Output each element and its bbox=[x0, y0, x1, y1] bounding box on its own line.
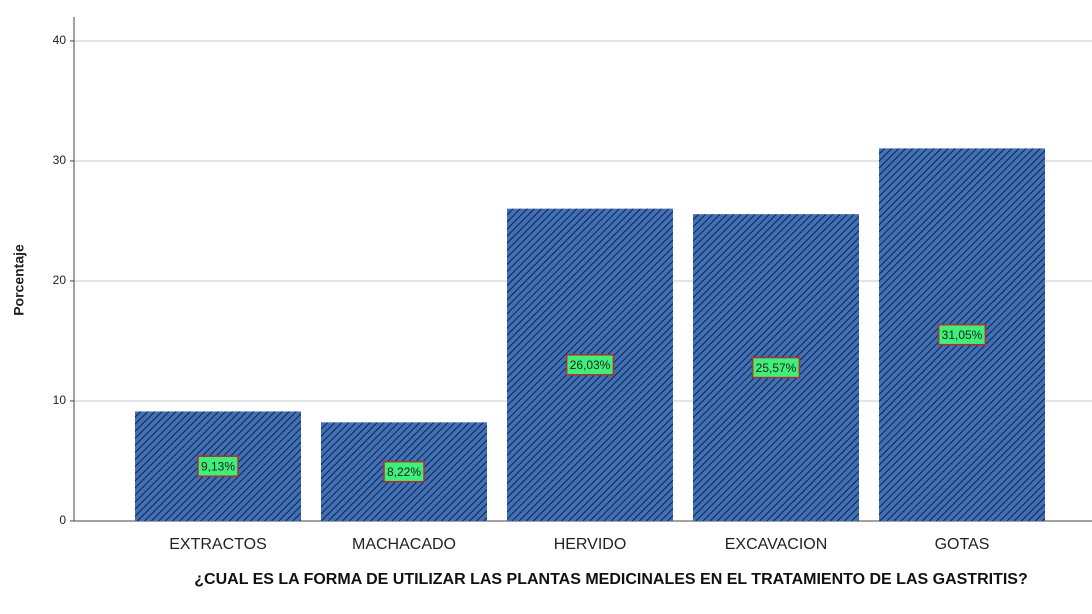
value-label: 31,05% bbox=[942, 328, 983, 342]
value-label-box bbox=[383, 460, 425, 483]
value-label-box bbox=[197, 455, 239, 477]
x-tick-label: MACHACADO bbox=[352, 536, 456, 553]
value-label: 25,57% bbox=[756, 361, 797, 375]
value-label: 26,03% bbox=[570, 358, 611, 372]
value-label-box bbox=[751, 356, 801, 379]
value-label-box bbox=[565, 354, 615, 376]
value-label-box bbox=[937, 323, 987, 346]
y-tick-label: 20 bbox=[53, 273, 67, 287]
value-label: 9,13% bbox=[201, 459, 235, 473]
y-axis-title: Porcentaje bbox=[11, 244, 27, 316]
x-tick-label: GOTAS bbox=[935, 536, 990, 553]
x-tick-label: EXTRACTOS bbox=[169, 536, 267, 553]
y-tick-label: 40 bbox=[53, 33, 67, 47]
x-tick-label: EXCAVACION bbox=[725, 536, 828, 553]
value-label: 8,22% bbox=[387, 465, 421, 479]
y-tick-label: 30 bbox=[53, 153, 67, 167]
y-tick-label: 10 bbox=[53, 393, 67, 407]
x-tick-label: HERVIDO bbox=[554, 536, 627, 553]
x-axis-title: ¿CUAL ES LA FORMA DE UTILIZAR LAS PLANTA… bbox=[194, 571, 1028, 588]
y-tick-label: 0 bbox=[59, 513, 66, 527]
